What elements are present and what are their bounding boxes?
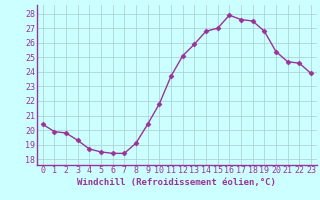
X-axis label: Windchill (Refroidissement éolien,°C): Windchill (Refroidissement éolien,°C) bbox=[77, 178, 276, 187]
